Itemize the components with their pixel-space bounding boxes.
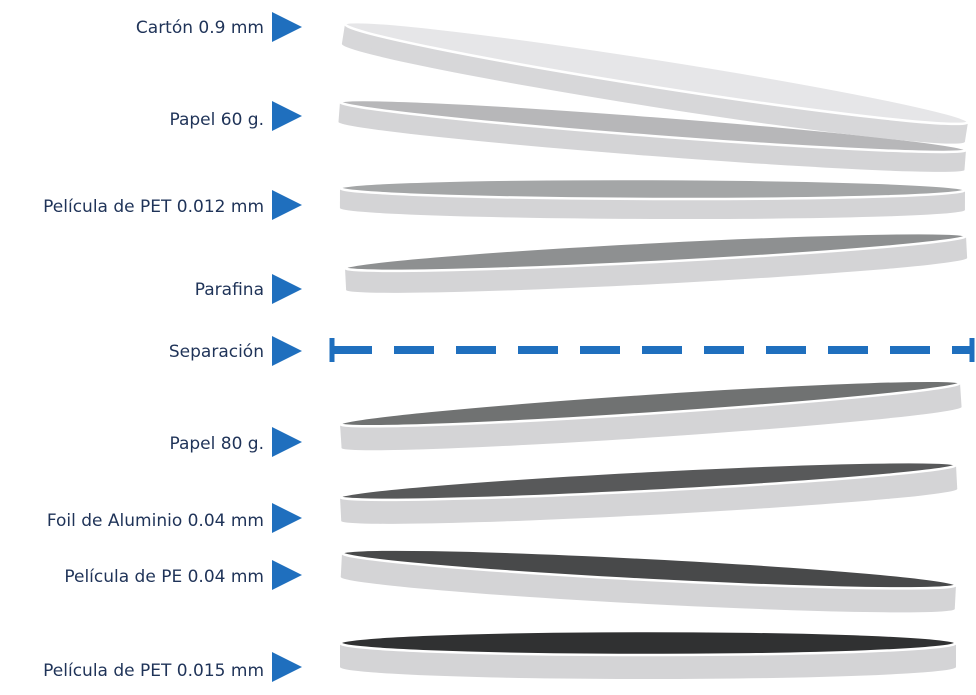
layer-row: Separación <box>169 336 302 366</box>
arrow-right-icon <box>272 652 302 682</box>
arrow-right-icon <box>272 12 302 42</box>
separation-line <box>329 338 975 362</box>
layer-label: Película de PET 0.012 mm <box>43 197 264 217</box>
layer-row: Película de PET 0.012 mm <box>43 190 302 220</box>
disc-top-face <box>340 548 958 590</box>
layer-label: Papel 60 g. <box>169 110 264 130</box>
layer-row: Parafina <box>195 274 302 304</box>
layer-label: Parafina <box>195 280 264 300</box>
layer-row: Papel 60 g. <box>169 101 302 131</box>
disc-top-face <box>338 177 967 201</box>
disc-stack <box>338 20 970 679</box>
arrow-right-icon <box>272 503 302 533</box>
arrow-right-icon <box>272 427 302 457</box>
layer-disc <box>338 98 968 172</box>
layer-disc <box>343 231 968 293</box>
disc-top-face <box>343 20 970 126</box>
layer-row: Foil de Aluminio 0.04 mm <box>47 503 302 533</box>
layer-row: Película de PET 0.015 mm <box>43 652 302 682</box>
label-column: Cartón 0.9 mm Papel 60 g. Película de PET … <box>43 12 302 682</box>
layer-label: Foil de Aluminio 0.04 mm <box>47 511 264 531</box>
layer-label: Película de PET 0.015 mm <box>43 661 264 681</box>
layer-row: Cartón 0.9 mm <box>136 12 302 42</box>
layer-disc <box>341 20 970 144</box>
layer-disc <box>338 629 958 679</box>
disc-top-face <box>338 98 968 154</box>
arrow-right-icon <box>272 560 302 590</box>
arrow-right-icon <box>272 101 302 131</box>
layer-disc <box>338 460 958 524</box>
arrow-right-icon <box>272 190 302 220</box>
layer-disc <box>338 177 967 220</box>
disc-top-face <box>338 460 958 502</box>
arrow-right-icon <box>272 336 302 366</box>
layer-row: Papel 80 g. <box>169 427 302 457</box>
layer-disc <box>338 379 962 451</box>
disc-top-face <box>343 231 968 273</box>
layer-label: Papel 80 g. <box>169 434 264 454</box>
layer-disc <box>340 548 958 613</box>
layer-label: Separación <box>169 342 264 362</box>
disc-top-face <box>338 379 962 428</box>
disc-top-face <box>338 629 958 657</box>
layer-label: Cartón 0.9 mm <box>136 18 264 38</box>
arrow-right-icon <box>272 274 302 304</box>
layer-label: Película de PE 0.04 mm <box>64 567 264 587</box>
layer-row: Película de PE 0.04 mm <box>64 560 302 590</box>
